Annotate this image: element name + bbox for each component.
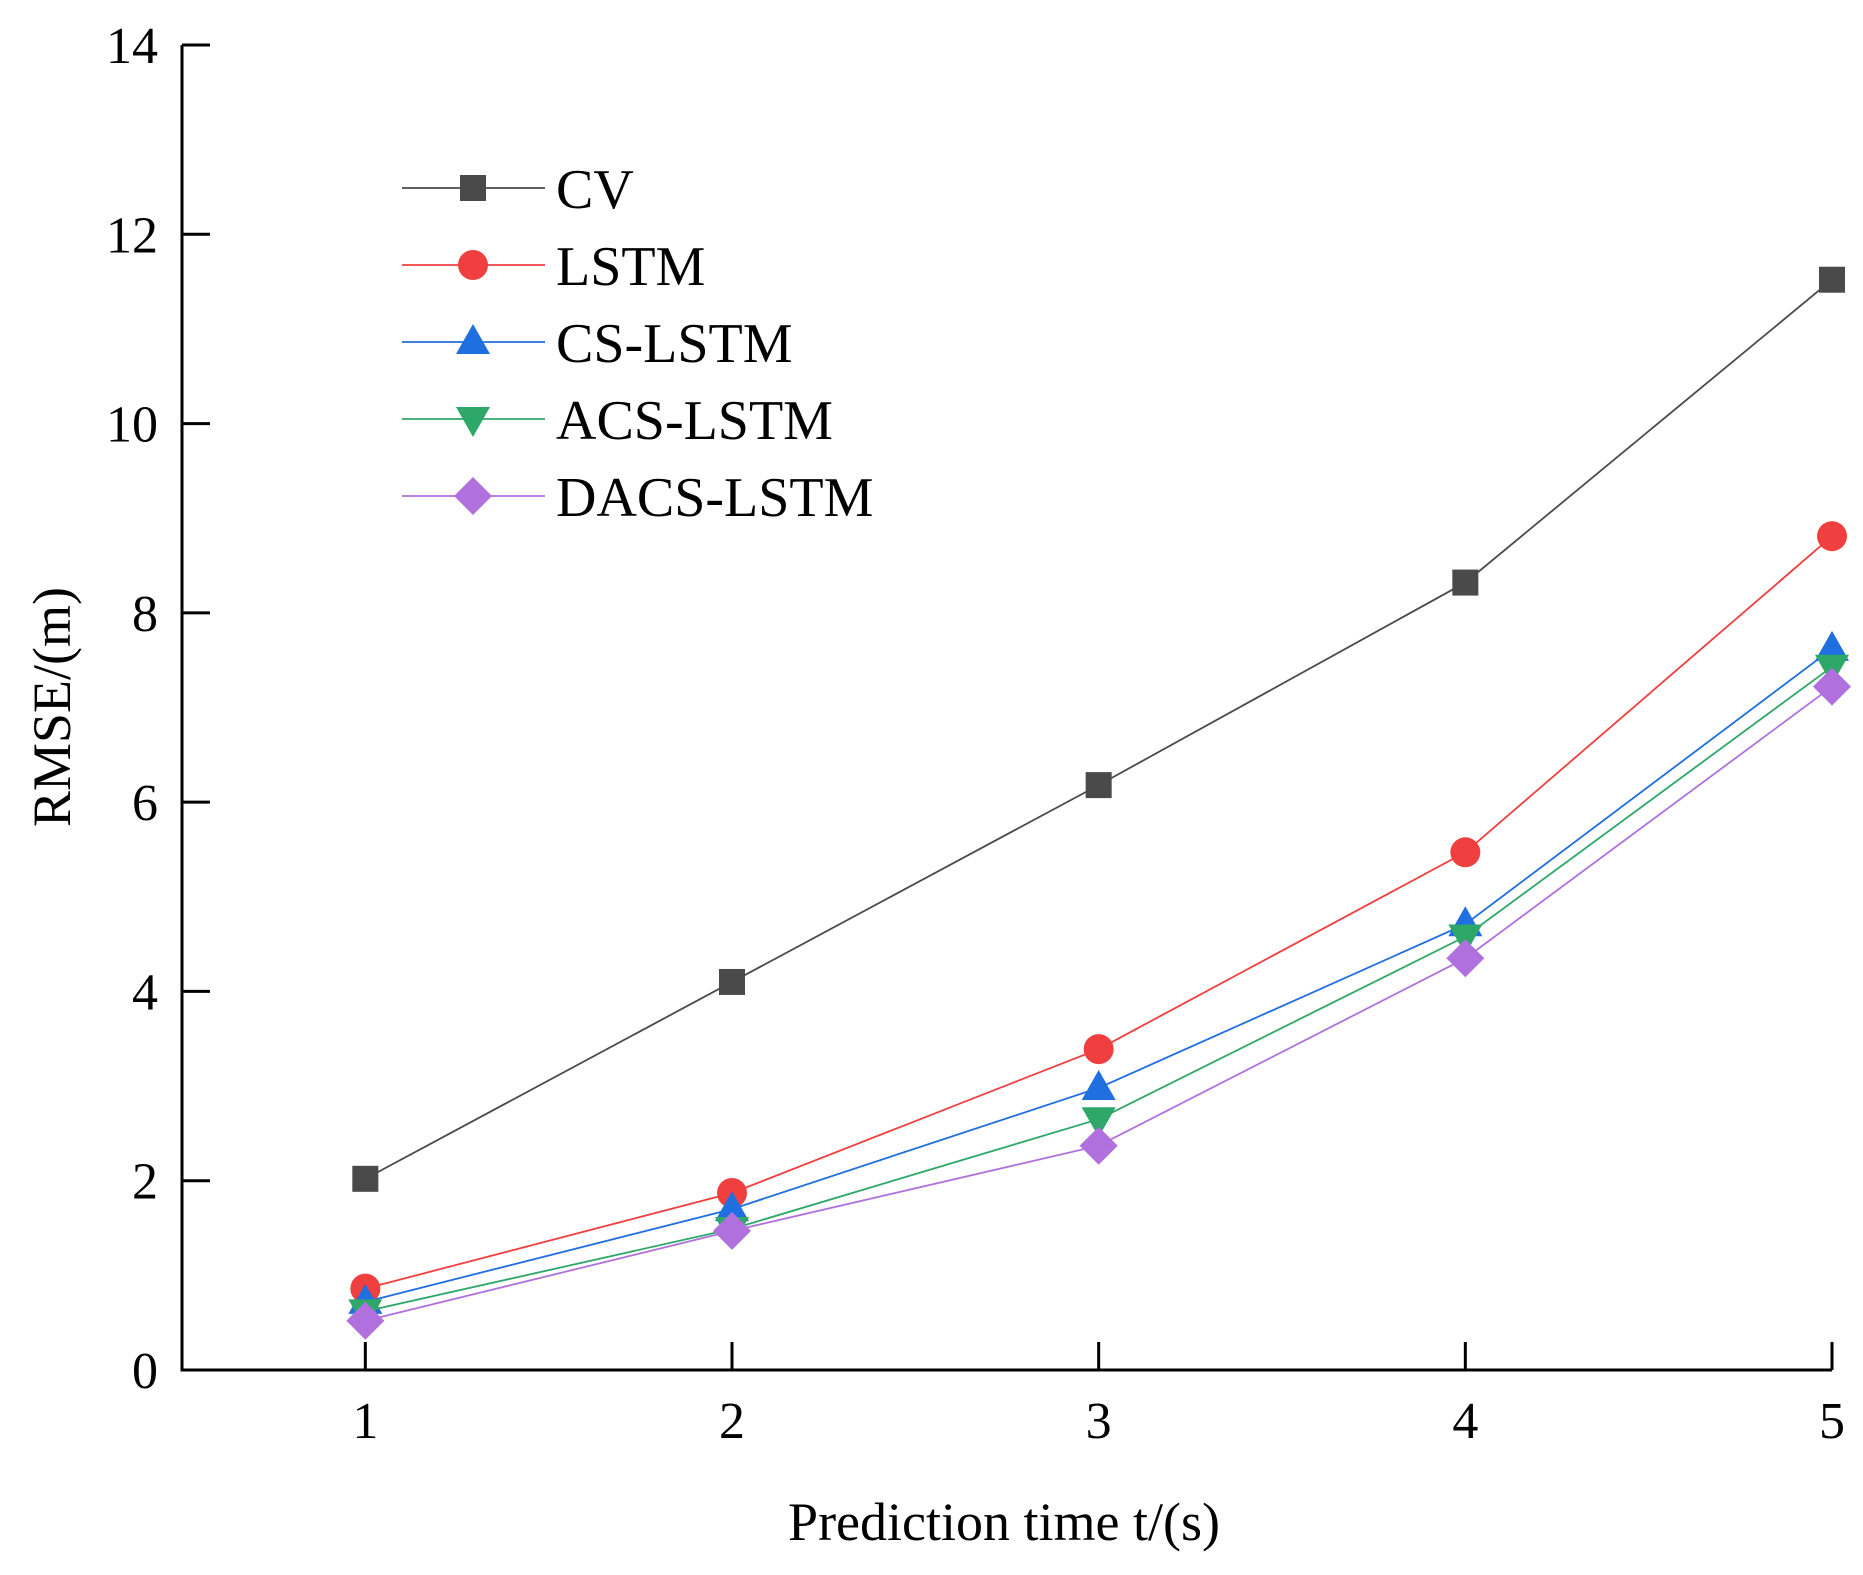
y-tick-label: 4 (132, 964, 158, 1021)
legend-label: ACS-LSTM (556, 390, 833, 452)
data-point-dacs-lstm (713, 1211, 751, 1250)
series-line-acs-lstm (365, 666, 1833, 1313)
data-point-lstm (1083, 1034, 1114, 1065)
x-tick-label: 2 (719, 1393, 745, 1450)
series-line-lstm (365, 535, 1833, 1290)
data-point-cs-lstm (1081, 1069, 1116, 1100)
data-point-cv (719, 968, 745, 995)
data-point-cv (1085, 772, 1112, 799)
y-tick-label: 10 (106, 397, 158, 454)
data-point-cv (1452, 569, 1479, 596)
x-tick-label: 4 (1452, 1393, 1478, 1450)
data-point-acs-lstm (1081, 1107, 1116, 1138)
data-point-dacs-lstm (346, 1301, 385, 1340)
legend-entry-acs-lstm: ACS-LSTM (402, 390, 833, 452)
series-layer (346, 266, 1851, 1340)
legend-entry-lstm: LSTM (402, 236, 705, 298)
x-tick-label: 5 (1819, 1393, 1845, 1450)
legend: CV LSTM CS-LSTM ACS-LSTM DACS-LSTM (402, 159, 873, 529)
data-point-lstm (1817, 521, 1847, 552)
y-tick-label: 12 (106, 207, 158, 264)
series-dacs-lstm (346, 667, 1851, 1340)
data-point-cs-lstm (715, 1191, 749, 1222)
data-point-dacs-lstm (1079, 1126, 1118, 1165)
legend-entry-cv: CV (402, 159, 634, 221)
data-point-cv (352, 1165, 379, 1192)
series-cs-lstm (348, 630, 1849, 1314)
legend-label: DACS-LSTM (556, 467, 873, 529)
x-tick-label: 3 (1086, 1393, 1112, 1450)
legend-marker-dacs-lstm (454, 477, 492, 515)
data-point-dacs-lstm (1813, 667, 1851, 706)
legend-marker-lstm (458, 250, 488, 280)
data-point-dacs-lstm (1446, 939, 1485, 978)
legend-entry-dacs-lstm: DACS-LSTM (402, 467, 873, 529)
legend-label: CS-LSTM (556, 313, 793, 375)
legend-label: LSTM (556, 236, 705, 298)
legend-marker-acs-lstm (456, 407, 490, 437)
series-lstm (350, 521, 1847, 1304)
y-tick-label: 8 (132, 586, 158, 643)
y-axis-label: RMSE/(m) (22, 587, 82, 827)
x-tick-label: 1 (352, 1393, 378, 1450)
y-tick-label: 2 (132, 1154, 158, 1211)
y-tick-label: 14 (106, 18, 158, 75)
y-tick-label: 0 (132, 1343, 158, 1400)
legend-marker-cs-lstm (456, 324, 490, 354)
data-point-cs-lstm (1815, 630, 1849, 661)
y-tick-label: 6 (132, 775, 158, 832)
legend-marker-cv (460, 175, 486, 201)
legend-entry-cs-lstm: CS-LSTM (402, 313, 793, 375)
data-point-lstm (1450, 837, 1481, 868)
data-point-cv (1819, 266, 1845, 293)
legend-label: CV (556, 159, 634, 221)
series-cv (352, 266, 1845, 1192)
series-line-cs-lstm (365, 648, 1833, 1303)
series-acs-lstm (348, 654, 1849, 1330)
x-axis-label: Prediction time t/(s) (788, 1492, 1220, 1552)
